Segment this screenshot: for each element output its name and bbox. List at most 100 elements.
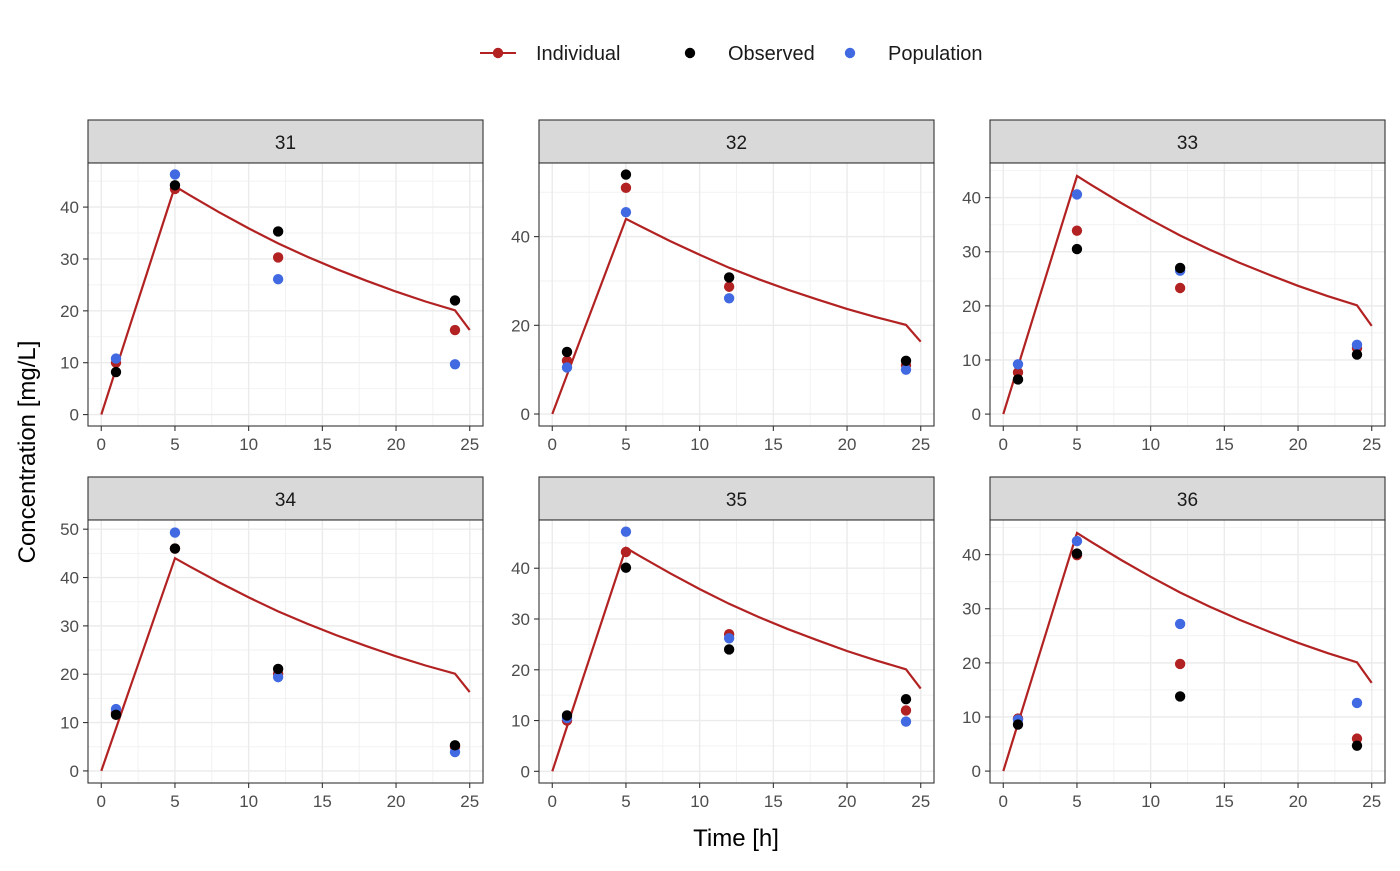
- facet-strip-label: 32: [726, 133, 747, 154]
- panel-31: 31 0 5 10 15 20 25 0 10 20 30 40: [60, 119, 484, 454]
- population-point: [1012, 359, 1024, 370]
- y-tick-label: 20: [60, 665, 79, 684]
- y-tick-label: 0: [521, 762, 530, 781]
- individual-prediction-line: [1002, 174, 1373, 415]
- individual-point: [620, 182, 632, 194]
- individual-prediction-line: [100, 556, 471, 772]
- individual-prediction-line: [100, 184, 471, 415]
- x-tick-label: 15: [313, 435, 332, 454]
- y-tick-label: 30: [60, 250, 79, 269]
- population-point: [169, 527, 181, 538]
- observed-point: [620, 562, 632, 573]
- panel-border: [538, 519, 935, 784]
- y-tick-label: 40: [511, 559, 530, 578]
- legend: Individual Observed Population: [480, 43, 983, 65]
- observed-point: [272, 663, 284, 675]
- y-tick-label: 40: [962, 546, 981, 565]
- population-point: [620, 526, 632, 537]
- observed-point: [1012, 719, 1024, 730]
- observed-point: [1351, 349, 1363, 360]
- x-tick-label: 15: [764, 792, 783, 811]
- y-tick-label: 0: [521, 405, 530, 424]
- population-point: [723, 633, 735, 644]
- individual-point: [723, 281, 735, 292]
- observed-point: [561, 346, 573, 358]
- population-point: [449, 359, 461, 370]
- population-point: [1071, 189, 1083, 200]
- individual-point: [1174, 282, 1186, 294]
- observed-point: [900, 355, 912, 367]
- observed-point: [449, 295, 461, 306]
- population-point: [1351, 339, 1363, 351]
- legend-key-point: [684, 47, 696, 59]
- x-tick-label: 10: [239, 792, 258, 811]
- y-tick-label: 30: [962, 243, 981, 262]
- x-tick-label: 15: [1215, 792, 1234, 811]
- x-tick-label: 20: [838, 435, 857, 454]
- x-tick-label: 0: [999, 435, 1008, 454]
- individual-point: [620, 546, 632, 558]
- x-tick-label: 5: [1072, 435, 1081, 454]
- population-point: [900, 364, 912, 375]
- facet-strip-label: 33: [1177, 133, 1198, 154]
- facet-strip: [538, 476, 935, 521]
- population-point: [620, 207, 632, 218]
- panel-32: 32 0 5 10 15 20 25 0 20 40: [511, 119, 935, 454]
- legend-item-observed: Observed: [684, 43, 815, 65]
- y-axis-title: Concentration [mg/L]: [14, 341, 41, 564]
- x-tick-label: 0: [548, 792, 557, 811]
- observed-point: [449, 740, 461, 751]
- observed-point: [110, 709, 122, 721]
- observed-point: [1174, 691, 1186, 702]
- y-tick-label: 20: [60, 302, 79, 321]
- legend-key-point: [492, 47, 504, 59]
- population-point: [1174, 618, 1186, 630]
- individual-prediction-line: [551, 217, 922, 415]
- x-tick-label: 25: [460, 792, 479, 811]
- y-tick-label: 40: [60, 198, 79, 217]
- x-tick-label: 0: [97, 435, 106, 454]
- population-point: [561, 362, 573, 373]
- x-tick-label: 0: [999, 792, 1008, 811]
- y-tick-label: 10: [962, 708, 981, 727]
- y-tick-label: 30: [60, 617, 79, 636]
- facet-panels: 31 0 5 10 15 20 25 0 10 20 30 40 32 0 5 10 15 20 25 0 20 40 33…: [60, 119, 1386, 811]
- y-tick-label: 0: [70, 762, 79, 781]
- observed-point: [620, 169, 632, 180]
- x-tick-label: 20: [1289, 792, 1308, 811]
- population-point: [169, 169, 181, 180]
- y-tick-label: 40: [962, 189, 981, 208]
- panel-border: [989, 162, 1386, 427]
- x-tick-label: 5: [1072, 792, 1081, 811]
- x-tick-label: 20: [1289, 435, 1308, 454]
- y-tick-label: 20: [511, 661, 530, 680]
- facet-strip-label: 35: [726, 490, 747, 511]
- y-tick-label: 40: [60, 569, 79, 588]
- x-tick-label: 15: [313, 792, 332, 811]
- population-point: [272, 671, 284, 683]
- individual-prediction-line: [1002, 531, 1373, 772]
- population-point: [900, 716, 912, 727]
- facet-strip-label: 31: [275, 133, 296, 154]
- observed-point: [169, 180, 181, 191]
- observed-point: [900, 694, 912, 705]
- x-tick-label: 10: [690, 435, 709, 454]
- individual-point: [1071, 225, 1083, 236]
- x-tick-label: 15: [764, 435, 783, 454]
- individual-point: [449, 324, 461, 336]
- facet-strip: [87, 476, 484, 521]
- population-point: [1071, 535, 1083, 547]
- panel-35: 35 0 5 10 15 20 25 0 10 20 30 40: [511, 476, 935, 811]
- y-tick-label: 10: [962, 351, 981, 370]
- panel-36: 36 0 5 10 15 20 25 0 10 20 30 40: [962, 476, 1386, 811]
- population-point: [1351, 697, 1363, 709]
- legend-key-point: [844, 47, 856, 59]
- facet-strip: [989, 476, 1386, 521]
- observed-point: [169, 543, 181, 554]
- panel-border: [87, 162, 484, 427]
- y-tick-label: 50: [60, 520, 79, 539]
- facet-strip-label: 34: [275, 490, 297, 511]
- x-tick-label: 25: [460, 435, 479, 454]
